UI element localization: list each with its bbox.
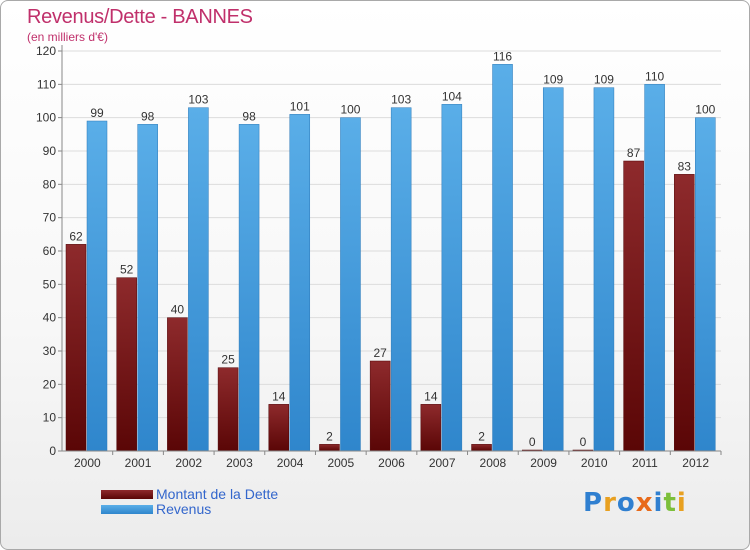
- x-tick-label: 2002: [175, 456, 202, 470]
- data-label-dette-2010: 0: [580, 435, 587, 449]
- bar-dette-2000: [65, 244, 87, 452]
- bar-revenus-2006: [390, 107, 412, 452]
- x-tick-label: 2004: [277, 456, 304, 470]
- y-tick-label: 30: [43, 344, 57, 358]
- data-label-dette-2007: 14: [424, 389, 438, 403]
- bars: [65, 64, 716, 452]
- data-labels: 62 99 52 98 40 103 25 98 14 101 2 100 27 103 14 104 2 116…: [69, 49, 715, 449]
- legend-swatch-dette: [101, 490, 153, 499]
- y-tick-label: 70: [43, 211, 57, 225]
- bar-revenus-2003: [238, 124, 260, 452]
- data-label-dette-2006: 27: [373, 346, 387, 360]
- x-tick-label: 2010: [581, 456, 608, 470]
- data-label-dette-2009: 0: [529, 435, 536, 449]
- bar-revenus-2000: [86, 120, 108, 452]
- data-label-revenus-2008: 116: [493, 49, 512, 63]
- x-tick-label: 2008: [480, 456, 507, 470]
- bar-dette-2002: [167, 317, 188, 452]
- legend-label-dette: Montant de la Dette: [156, 486, 279, 502]
- data-label-revenus-2009: 109: [543, 73, 563, 87]
- x-tick-label: 2006: [378, 456, 405, 470]
- bar-dette-2001: [116, 277, 137, 452]
- bar-dette-2006: [369, 360, 391, 452]
- bar-revenus-2004: [289, 114, 311, 452]
- x-tick-label: 2000: [74, 456, 101, 470]
- data-label-dette-2008: 2: [478, 429, 485, 443]
- bar-revenus-2008: [492, 64, 513, 452]
- bar-revenus-2010: [593, 87, 615, 452]
- bar-revenus-2009: [542, 87, 564, 452]
- bar-dette-2007: [420, 404, 442, 452]
- bar-revenus-2005: [340, 117, 361, 452]
- data-label-dette-2012: 83: [678, 159, 692, 173]
- legend-label-revenus: Revenus: [156, 501, 212, 517]
- x-tick-label: 2011: [632, 456, 658, 470]
- x-tick-label: 2003: [226, 456, 253, 470]
- y-tick-label: 50: [43, 277, 57, 291]
- chart-title: Revenus/Dette - BANNES: [27, 6, 253, 28]
- data-label-dette-2001: 52: [120, 263, 134, 277]
- bar-revenus-2002: [188, 107, 209, 452]
- data-label-dette-2011: 87: [627, 146, 641, 160]
- bar-revenus-2011: [644, 84, 665, 452]
- x-tick-label: 2005: [327, 456, 354, 470]
- y-tick-label: 120: [36, 44, 56, 58]
- data-label-revenus-2001: 98: [141, 109, 155, 123]
- x-tick-label: 2009: [530, 456, 557, 470]
- bar-dette-2004: [268, 404, 290, 452]
- proxiti-logo: Proxiti: [583, 488, 687, 518]
- x-tick-label: 2012: [682, 456, 709, 470]
- bar-dette-2012: [674, 174, 695, 452]
- data-label-revenus-2010: 109: [594, 73, 614, 87]
- data-label-revenus-2012: 100: [695, 103, 715, 117]
- y-tick-label: 40: [43, 311, 57, 325]
- data-label-revenus-2005: 100: [340, 103, 360, 117]
- bar-dette-2008: [471, 444, 492, 452]
- y-tick-label: 0: [49, 444, 56, 458]
- data-label-dette-2000: 62: [69, 229, 83, 243]
- x-tick-label: 2007: [429, 456, 456, 470]
- data-label-dette-2004: 14: [272, 389, 286, 403]
- bar-revenus-2001: [137, 124, 158, 452]
- data-label-revenus-2002: 103: [188, 93, 208, 107]
- data-label-dette-2002: 40: [171, 303, 185, 317]
- data-label-revenus-2006: 103: [391, 93, 411, 107]
- y-tick-label: 20: [43, 377, 57, 391]
- y-tick-label: 90: [43, 144, 57, 158]
- data-label-revenus-2011: 110: [645, 69, 664, 83]
- data-label-revenus-2003: 98: [242, 109, 256, 123]
- bar-revenus-2007: [441, 104, 463, 452]
- y-tick-label: 60: [43, 244, 57, 258]
- y-tick-label: 80: [43, 177, 57, 191]
- legend-swatch-revenus: [101, 505, 153, 514]
- x-tick-label: 2001: [125, 456, 152, 470]
- bar-dette-2011: [623, 160, 644, 452]
- bar-revenus-2012: [695, 117, 716, 452]
- y-tick-label: 110: [37, 77, 56, 91]
- bar-dette-2005: [319, 444, 340, 452]
- data-label-revenus-2007: 104: [442, 89, 462, 103]
- data-label-dette-2003: 25: [221, 353, 235, 367]
- bar-dette-2003: [217, 367, 239, 452]
- data-label-dette-2005: 2: [326, 429, 333, 443]
- y-tick-label: 100: [36, 111, 56, 125]
- chart-subtitle: (en milliers d'€): [27, 30, 108, 44]
- data-label-revenus-2004: 101: [290, 99, 310, 113]
- data-label-revenus-2000: 99: [90, 106, 104, 120]
- y-tick-label: 10: [43, 411, 57, 425]
